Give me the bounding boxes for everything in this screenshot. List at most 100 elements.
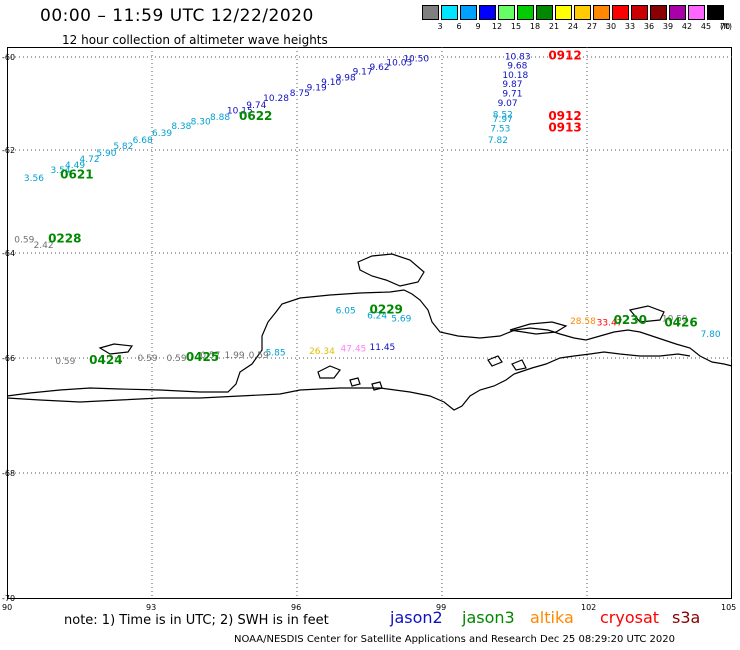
pass-time-label: 0426 — [664, 316, 697, 330]
wave-height-label: 10.28 — [263, 94, 289, 104]
island-outline — [371, 381, 383, 391]
island-outline — [487, 355, 503, 367]
legend-swatch — [650, 5, 667, 20]
wave-height-label: 28.58 — [570, 317, 596, 327]
wave-height-label: 26.34 — [309, 347, 335, 357]
legend-label: 15 — [510, 22, 522, 31]
wave-height-label: 9.71 — [502, 90, 522, 100]
wave-height-label: 3.56 — [24, 174, 44, 184]
legend-label: 6 — [456, 22, 462, 31]
lat-tick-label: -60 — [2, 53, 15, 62]
legend-label: 12 — [491, 22, 503, 31]
wave-height-label: 33.47 — [597, 318, 623, 328]
island-outline — [349, 377, 361, 387]
pass-time-label: 0622 — [239, 109, 272, 123]
wave-height-label: 0.57 — [200, 351, 220, 361]
wave-height-label: 7.80 — [701, 330, 721, 340]
legend-swatch — [479, 5, 496, 20]
wave-height-label: 9.68 — [507, 62, 527, 72]
pass-time-label: 0621 — [60, 167, 93, 181]
wave-height-label: 10.59 — [662, 314, 688, 324]
wave-height-label: 1.99 — [225, 351, 245, 361]
legend-swatch — [555, 5, 572, 20]
legend-swatch — [422, 5, 439, 20]
legend-label: 30 — [605, 22, 617, 31]
lat-tick-label: -70 — [2, 594, 15, 603]
wave-height-label: 11.45 — [370, 343, 396, 353]
wave-height-label: 8.88 — [210, 113, 230, 123]
legend-label: 9 — [475, 22, 481, 31]
wave-height-label: 47.45 — [341, 345, 367, 355]
legend-swatch — [688, 5, 705, 20]
map-frame — [7, 47, 732, 599]
legend-label: 18 — [529, 22, 541, 31]
wave-height-label: 3.54 — [51, 166, 71, 176]
wave-height-label: 2.42 — [34, 241, 54, 251]
wave-height-label: 7.53 — [490, 124, 510, 134]
wave-height-label: 6.68 — [133, 136, 153, 146]
legend-swatch — [574, 5, 591, 20]
pass-time-label: 0912 — [548, 48, 581, 62]
wave-height-label: 7.97 — [493, 115, 513, 125]
page-title: 00:00 – 11:59 UTC 12/22/2020 — [40, 6, 314, 26]
wave-height-label: 9.07 — [498, 99, 518, 109]
pass-time-label: 0912 — [548, 109, 581, 123]
wave-height-label: 0.59 — [55, 357, 75, 367]
wave-height-label: 6.39 — [152, 129, 172, 139]
wave-height-label: 9.74 — [246, 101, 266, 111]
legend-label: 39 — [662, 22, 674, 31]
legend-unit: (ft) — [720, 22, 733, 31]
wave-height-label: 9.87 — [502, 80, 522, 90]
lon-tick-label: 105 — [721, 603, 736, 612]
credit-line: NOAA/NESDIS Center for Satellite Applica… — [234, 634, 676, 645]
lat-tick-label: -64 — [2, 249, 15, 258]
wave-height-label: 5.85 — [266, 348, 286, 358]
wave-height-label: 9.10 — [321, 78, 341, 88]
legend-label: 42 — [681, 22, 693, 31]
wave-height-label: 9.62 — [370, 63, 390, 73]
satellite-legend-jason3: jason3 — [462, 608, 515, 627]
wave-height-label: 7.82 — [488, 136, 508, 146]
legend-swatch — [460, 5, 477, 20]
lon-tick-label: 90 — [2, 603, 12, 612]
legend-label: 3 — [437, 22, 443, 31]
island-outline — [357, 253, 425, 287]
wave-height-label: 6.24 — [367, 312, 387, 322]
wave-height-label: 10.83 — [505, 52, 531, 62]
satellite-legend-s3a: s3a — [672, 608, 701, 627]
page-subtitle: 12 hour collection of altimeter wave hei… — [62, 33, 328, 47]
wave-height-label: 4.49 — [65, 161, 85, 171]
island-outline — [509, 321, 568, 335]
pass-time-label: 0230 — [614, 313, 647, 327]
wave-height-label: 4.72 — [80, 155, 100, 165]
lat-tick-label: -62 — [2, 146, 15, 155]
pass-time-label: 0424 — [89, 353, 122, 367]
pass-time-label: 0228 — [48, 232, 81, 246]
wave-height-label: 9.19 — [307, 83, 327, 93]
wave-height-label: 9.17 — [353, 68, 373, 78]
legend-label: 33 — [624, 22, 636, 31]
wave-height-label: 8.38 — [171, 122, 191, 132]
legend-swatch — [441, 5, 458, 20]
wave-height-label: 8.75 — [290, 89, 310, 99]
ice-shelf-edge — [6, 351, 691, 411]
wave-height-label: 10.15 — [227, 107, 253, 117]
legend-label: 36 — [643, 22, 655, 31]
footer-note: note: 1) Time is in UTC; 2) SWH is in fe… — [64, 613, 329, 628]
island-outline — [511, 359, 527, 371]
legend-swatch — [593, 5, 610, 20]
legend-swatch — [517, 5, 534, 20]
wave-height-label: 0.59 — [249, 351, 269, 361]
wave-height-label: 10.18 — [502, 71, 528, 81]
legend-swatch — [707, 5, 724, 20]
legend-label: 24 — [567, 22, 579, 31]
legend-swatch — [498, 5, 515, 20]
legend-label: 70 — [719, 22, 731, 31]
lon-tick-label: 93 — [146, 603, 156, 612]
wave-height-label: 6.05 — [336, 306, 356, 316]
island-outline — [98, 343, 134, 355]
lon-tick-label: 96 — [291, 603, 301, 612]
lon-tick-label: 99 — [436, 603, 446, 612]
pass-time-label: 0425 — [186, 350, 219, 364]
